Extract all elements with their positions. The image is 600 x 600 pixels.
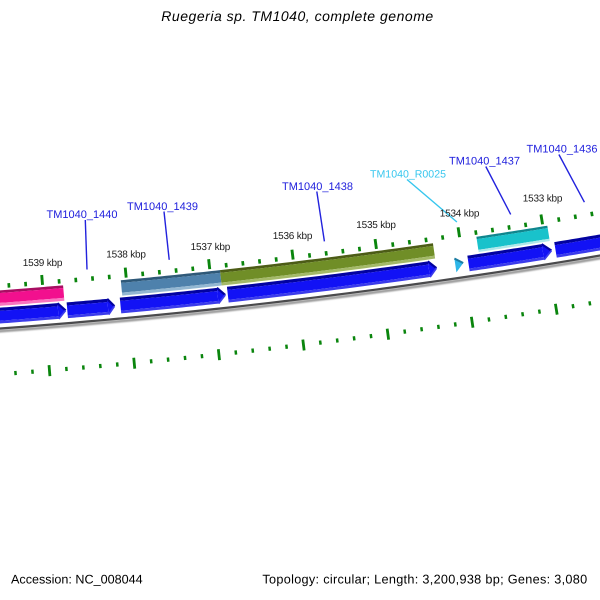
svg-text:TM1040_R0025: TM1040_R0025 (370, 168, 446, 180)
svg-text:1533 kbp: 1533 kbp (523, 193, 563, 204)
svg-text:1539 kbp: 1539 kbp (23, 258, 63, 269)
svg-text:TM1040_1439: TM1040_1439 (127, 201, 198, 213)
svg-text:1534 kbp: 1534 kbp (440, 208, 480, 219)
svg-text:1537 kbp: 1537 kbp (191, 242, 231, 253)
svg-text:Accession: NC_008044: Accession: NC_008044 (11, 573, 143, 587)
svg-text:TM1040_1438: TM1040_1438 (282, 181, 353, 193)
svg-text:1536 kbp: 1536 kbp (273, 231, 313, 242)
svg-text:1535 kbp: 1535 kbp (356, 220, 396, 231)
svg-text:1538 kbp: 1538 kbp (106, 250, 146, 261)
svg-text:Ruegeria sp. TM1040, complete: Ruegeria sp. TM1040, complete genome (161, 8, 433, 24)
svg-text:TM1040_1436: TM1040_1436 (527, 144, 598, 156)
svg-text:TM1040_1437: TM1040_1437 (449, 156, 520, 168)
svg-text:Topology: circular; Length: 3,: Topology: circular; Length: 3,200,938 bp… (262, 573, 587, 587)
svg-text:TM1040_1440: TM1040_1440 (47, 209, 118, 221)
